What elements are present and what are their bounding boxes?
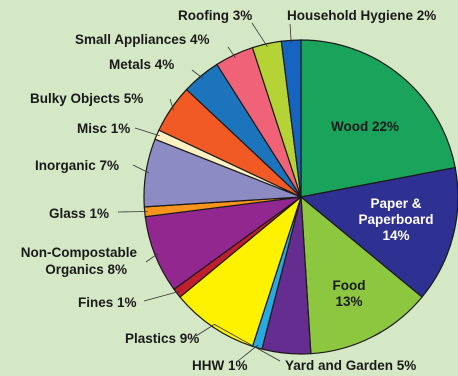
- label-metals: Metals 4%: [109, 57, 174, 72]
- label-fines: Fines 1%: [78, 295, 137, 310]
- leader-lines: [117, 22, 292, 362]
- leader-line: [145, 253, 159, 263]
- label-paper-line1: Paper &: [370, 196, 421, 211]
- label-paper-line3: 14%: [382, 228, 409, 243]
- leader-line: [191, 69, 204, 79]
- label-inorganic: Inorganic 7%: [35, 158, 119, 173]
- leader-line: [195, 324, 215, 337]
- pie-slice-paper-paperboard-14: [299, 166, 458, 298]
- leader-line: [143, 291, 180, 302]
- label-misc: Misc 1%: [77, 121, 130, 136]
- label-paper-line2: Paperboard: [358, 212, 433, 227]
- label-food-line1: Food: [333, 278, 366, 293]
- label-roofing: Roofing 3%: [178, 8, 252, 23]
- leader-line: [214, 324, 281, 362]
- label-wood: Wood 22%: [331, 119, 399, 134]
- label-household-hygiene: Household Hygiene 2%: [287, 8, 436, 23]
- label-nco-line2: Organics 8%: [45, 262, 127, 277]
- label-food-line2: 13%: [335, 294, 362, 309]
- leader-line: [289, 23, 292, 44]
- leader-line: [134, 127, 160, 137]
- label-nco-line1: Non-Compostable: [21, 245, 138, 260]
- leader-line: [117, 211, 148, 213]
- label-plastics: Plastics 9%: [125, 331, 199, 346]
- label-hhw: HHW 1%: [192, 358, 248, 373]
- label-small-appliances: Small Appliances 4%: [75, 32, 210, 47]
- label-bulky-objects: Bulky Objects 5%: [30, 91, 143, 106]
- pie-slice-plastics-9: [179, 195, 303, 348]
- leader-line: [251, 22, 268, 47]
- pie-slices: [143, 39, 458, 355]
- pie-slice-wood-22: [300, 39, 456, 198]
- pie-slice-food-13: [300, 195, 423, 355]
- leader-line: [132, 164, 150, 174]
- leader-line: [237, 344, 259, 362]
- label-yard-garden: Yard and Garden 5%: [285, 358, 416, 373]
- leader-line: [227, 46, 236, 58]
- leader-line: [169, 98, 174, 111]
- label-glass: Glass 1%: [49, 206, 109, 221]
